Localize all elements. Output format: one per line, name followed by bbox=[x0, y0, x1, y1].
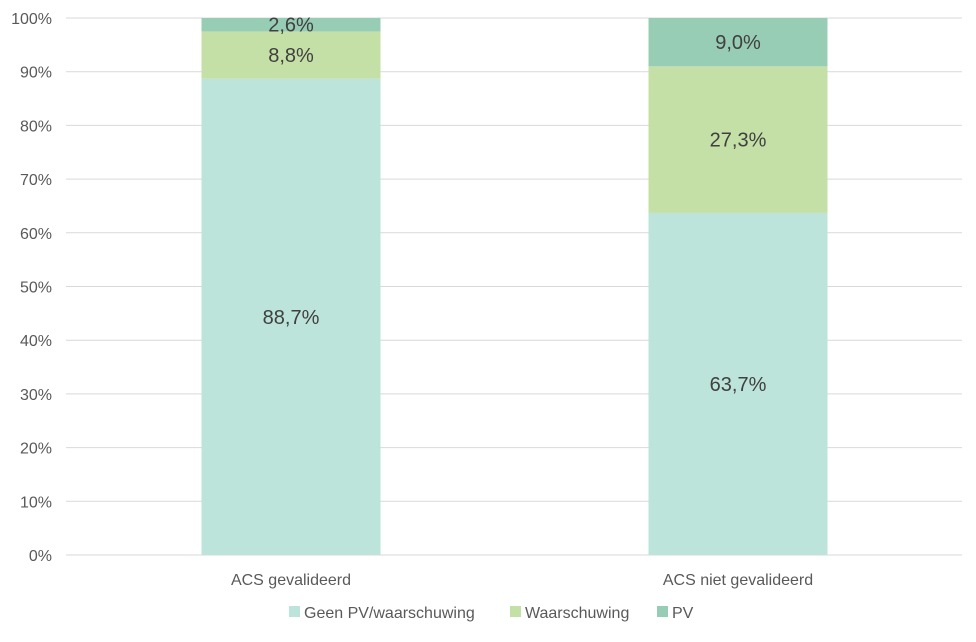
data-label: 27,3% bbox=[710, 130, 767, 152]
data-label: 2,6% bbox=[268, 15, 314, 37]
data-label: 9,0% bbox=[715, 32, 761, 54]
legend-swatch bbox=[657, 606, 668, 617]
data-label: 63,7% bbox=[710, 374, 767, 396]
data-labels: 88,7% 8,8% 2,6% 63,7% 27,3% 9,0% bbox=[263, 15, 767, 396]
bar-segment bbox=[648, 66, 828, 213]
legend: Geen PV/waarschuwing Waarschuwing PV bbox=[289, 605, 694, 622]
bar-segment bbox=[201, 18, 381, 32]
y-tick-label: 80% bbox=[20, 118, 52, 135]
y-tick-label: 90% bbox=[20, 65, 52, 82]
legend-label: Waarschuwing bbox=[525, 605, 629, 622]
legend-swatch bbox=[289, 606, 300, 617]
x-axis-category-labels: ACS gevalideerd ACS niet gevalideerd bbox=[231, 572, 813, 589]
y-tick-label: 50% bbox=[20, 280, 52, 297]
x-category-label: ACS gevalideerd bbox=[231, 572, 351, 589]
y-tick-label: 0% bbox=[29, 548, 52, 565]
bar-segment bbox=[648, 212, 828, 555]
data-label: 88,7% bbox=[263, 307, 320, 329]
y-tick-label: 60% bbox=[20, 226, 52, 243]
y-tick-label: 10% bbox=[20, 494, 52, 511]
x-category-label: ACS niet gevalideerd bbox=[663, 572, 813, 589]
bar-segment bbox=[201, 78, 381, 555]
bar-segment bbox=[648, 18, 828, 67]
bar-segment bbox=[201, 31, 381, 79]
y-axis-tick-labels: 0% 10% 20% 30% 40% 50% 60% 70% 80% 90% 100% bbox=[11, 11, 52, 565]
data-label: 8,8% bbox=[268, 45, 314, 67]
legend-label: PV bbox=[672, 605, 694, 622]
gridlines bbox=[66, 17, 962, 556]
y-tick-label: 20% bbox=[20, 441, 52, 458]
legend-label: Geen PV/waarschuwing bbox=[304, 605, 475, 622]
y-tick-label: 70% bbox=[20, 172, 52, 189]
legend-swatch bbox=[510, 606, 521, 617]
y-tick-label: 40% bbox=[20, 333, 52, 350]
y-tick-label: 100% bbox=[11, 11, 52, 28]
bars bbox=[201, 18, 828, 555]
y-tick-label: 30% bbox=[20, 387, 52, 404]
